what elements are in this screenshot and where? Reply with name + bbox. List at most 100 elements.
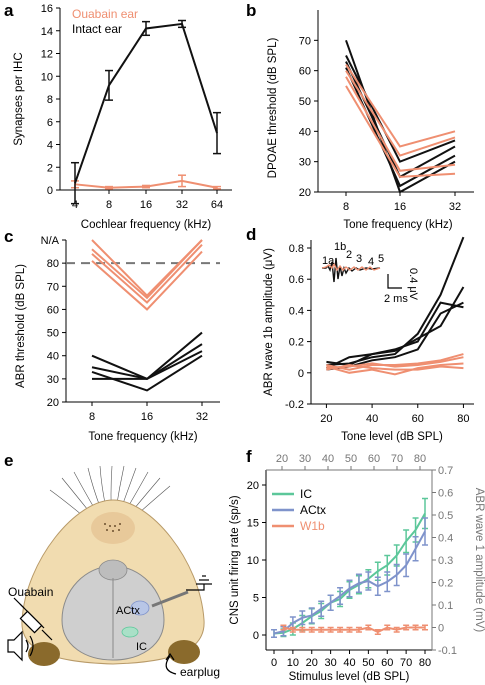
series-line-ouabain <box>91 250 203 311</box>
series-line-ouabain <box>345 85 456 178</box>
x-tick-label-top: 50 <box>345 453 357 465</box>
x-axis-label: Tone frequency (kHz) <box>343 219 452 231</box>
earplug-arrow-icon <box>165 655 177 675</box>
earplug-arrowhead-icon <box>165 652 175 661</box>
y-tick-label: -0.2 <box>285 399 304 411</box>
speaker-icon <box>7 630 34 662</box>
x-tick-label: 30 <box>325 657 337 669</box>
label-earplug: earplug <box>180 665 220 679</box>
x-tick-label: 64 <box>211 199 223 211</box>
inset-scale-x: 2 ms <box>384 293 408 305</box>
inset-trace-ouabain <box>321 262 381 272</box>
x-tick-label: 16 <box>141 411 153 423</box>
y-axis-label: Synapses per IHC <box>13 52 25 145</box>
y-tick-label: 30 <box>47 374 59 386</box>
x-tick-label: 16 <box>140 199 152 211</box>
panel-label-a: a <box>4 1 14 20</box>
x-tick-label: 20 <box>306 657 318 669</box>
x-tick-label: 32 <box>196 411 208 423</box>
x-tick-label: 32 <box>449 201 461 213</box>
label-actx: ACtx <box>116 605 140 617</box>
panel-label-d: d <box>246 225 256 244</box>
x-tick-label-top: 80 <box>414 453 426 465</box>
olfactory-bulb <box>98 559 128 581</box>
ic-region <box>121 626 139 638</box>
y-tick-label: 0.6 <box>289 274 304 286</box>
panel-e-mouse-illustration: ACtx IC Ouabain earplug <box>7 465 220 679</box>
inset-wave-label: 2 <box>346 249 352 261</box>
y-tick-label: 30 <box>299 157 311 169</box>
legend-ic: IC <box>300 487 312 501</box>
y-tick-label: 12 <box>41 49 53 61</box>
series-line-ouabain <box>326 363 464 371</box>
x-tick-label: 80 <box>419 657 431 669</box>
x-tick-label: 8 <box>106 199 112 211</box>
right-ear <box>168 640 200 664</box>
x-tick-label-top: 30 <box>299 453 311 465</box>
series-line-intact <box>325 301 464 370</box>
y-tick-label: 60 <box>47 304 59 316</box>
y-tick-label: 0 <box>298 368 304 380</box>
y-tick-label-right: 0.1 <box>438 600 453 612</box>
x-axis-label: Tone level (dB SPL) <box>341 431 443 443</box>
y-axis-label-right: ABR wave 1 amplitude (mV) <box>473 488 485 633</box>
y-tick-label: 60 <box>299 66 311 78</box>
y-axis-label: CNS unit firing rate (sp/s) <box>229 495 241 624</box>
legend-ouabain-ear: Ouabain ear <box>72 7 138 21</box>
x-tick-label: 0 <box>271 657 277 669</box>
syringe-icon <box>13 597 53 641</box>
legend-actx: ACtx <box>300 503 326 517</box>
y-axis-label: DPOAE threshold (dB SPL) <box>267 38 279 179</box>
inset-trace-intact <box>322 257 381 283</box>
y-tick-label: 16 <box>41 3 53 15</box>
series-line-intact <box>326 236 465 366</box>
label-ouabain: Ouabain <box>8 585 53 599</box>
series-line-ouabain <box>345 64 456 148</box>
series-line-ouabain <box>91 239 203 300</box>
y-tick-label-right: -0.1 <box>438 645 457 657</box>
legend-w1b: W1b <box>300 519 325 533</box>
y-tick-label-right: 0.5 <box>438 510 453 522</box>
y-tick-label: 70 <box>47 281 59 293</box>
x-tick-label: 60 <box>412 413 424 425</box>
series-line-intact <box>345 61 456 179</box>
y-tick-label: 14 <box>41 26 53 38</box>
y-tick-label: 5 <box>253 593 259 605</box>
y-tick-label: 40 <box>47 351 59 363</box>
y-tick-label-right: 0.2 <box>438 578 453 590</box>
series-line-ouabain <box>91 243 203 304</box>
y-axis-label: ABR wave 1b amplitude (μV) <box>263 248 275 396</box>
panel-label-c: c <box>4 227 13 246</box>
x-tick-label: 8 <box>343 201 349 213</box>
y-tick-label: 40 <box>299 126 311 138</box>
y-tick-label: 20 <box>47 397 59 409</box>
actx-region <box>130 600 150 616</box>
x-tick-label: 50 <box>362 657 374 669</box>
x-tick-label: 60 <box>381 657 393 669</box>
panel-a-synapse-chart: 0 2 4 6 8 10 12 14 16 4 8 16 32 64 Ouabain ear Intac… <box>13 3 232 231</box>
y-tick-label: 0.4 <box>289 305 304 317</box>
inset-wave-label: 5 <box>378 253 384 265</box>
x-tick-label: 10 <box>287 657 299 669</box>
x-tick-label-top: 20 <box>276 453 288 465</box>
y-tick-label: 20 <box>299 187 311 199</box>
x-tick-label-top: 70 <box>391 453 403 465</box>
y-tick-label-right: 0 <box>438 623 444 635</box>
legend: IC ACtx W1b <box>272 487 326 533</box>
y-tick-label-right: 0.7 <box>438 465 453 477</box>
panel-label-b: b <box>246 1 256 20</box>
snout-dots <box>104 523 121 532</box>
y-tick-label: 15 <box>247 518 259 530</box>
mouse-snout <box>91 512 135 544</box>
y-tick-label: 2 <box>47 162 53 174</box>
y-tick-label: 20 <box>247 480 259 492</box>
panel-c-abr-threshold-chart: 20 30 40 50 60 70 80 N/A 8 16 32 Tone frequency (… <box>15 235 220 443</box>
x-tick-label: 40 <box>366 413 378 425</box>
electrode-icon <box>151 590 189 608</box>
series-line-ouabain <box>345 76 456 172</box>
x-tick-label-top: 40 <box>322 453 334 465</box>
y-tick-label: 50 <box>47 328 59 340</box>
inset-wave-label: 1b <box>334 241 346 253</box>
